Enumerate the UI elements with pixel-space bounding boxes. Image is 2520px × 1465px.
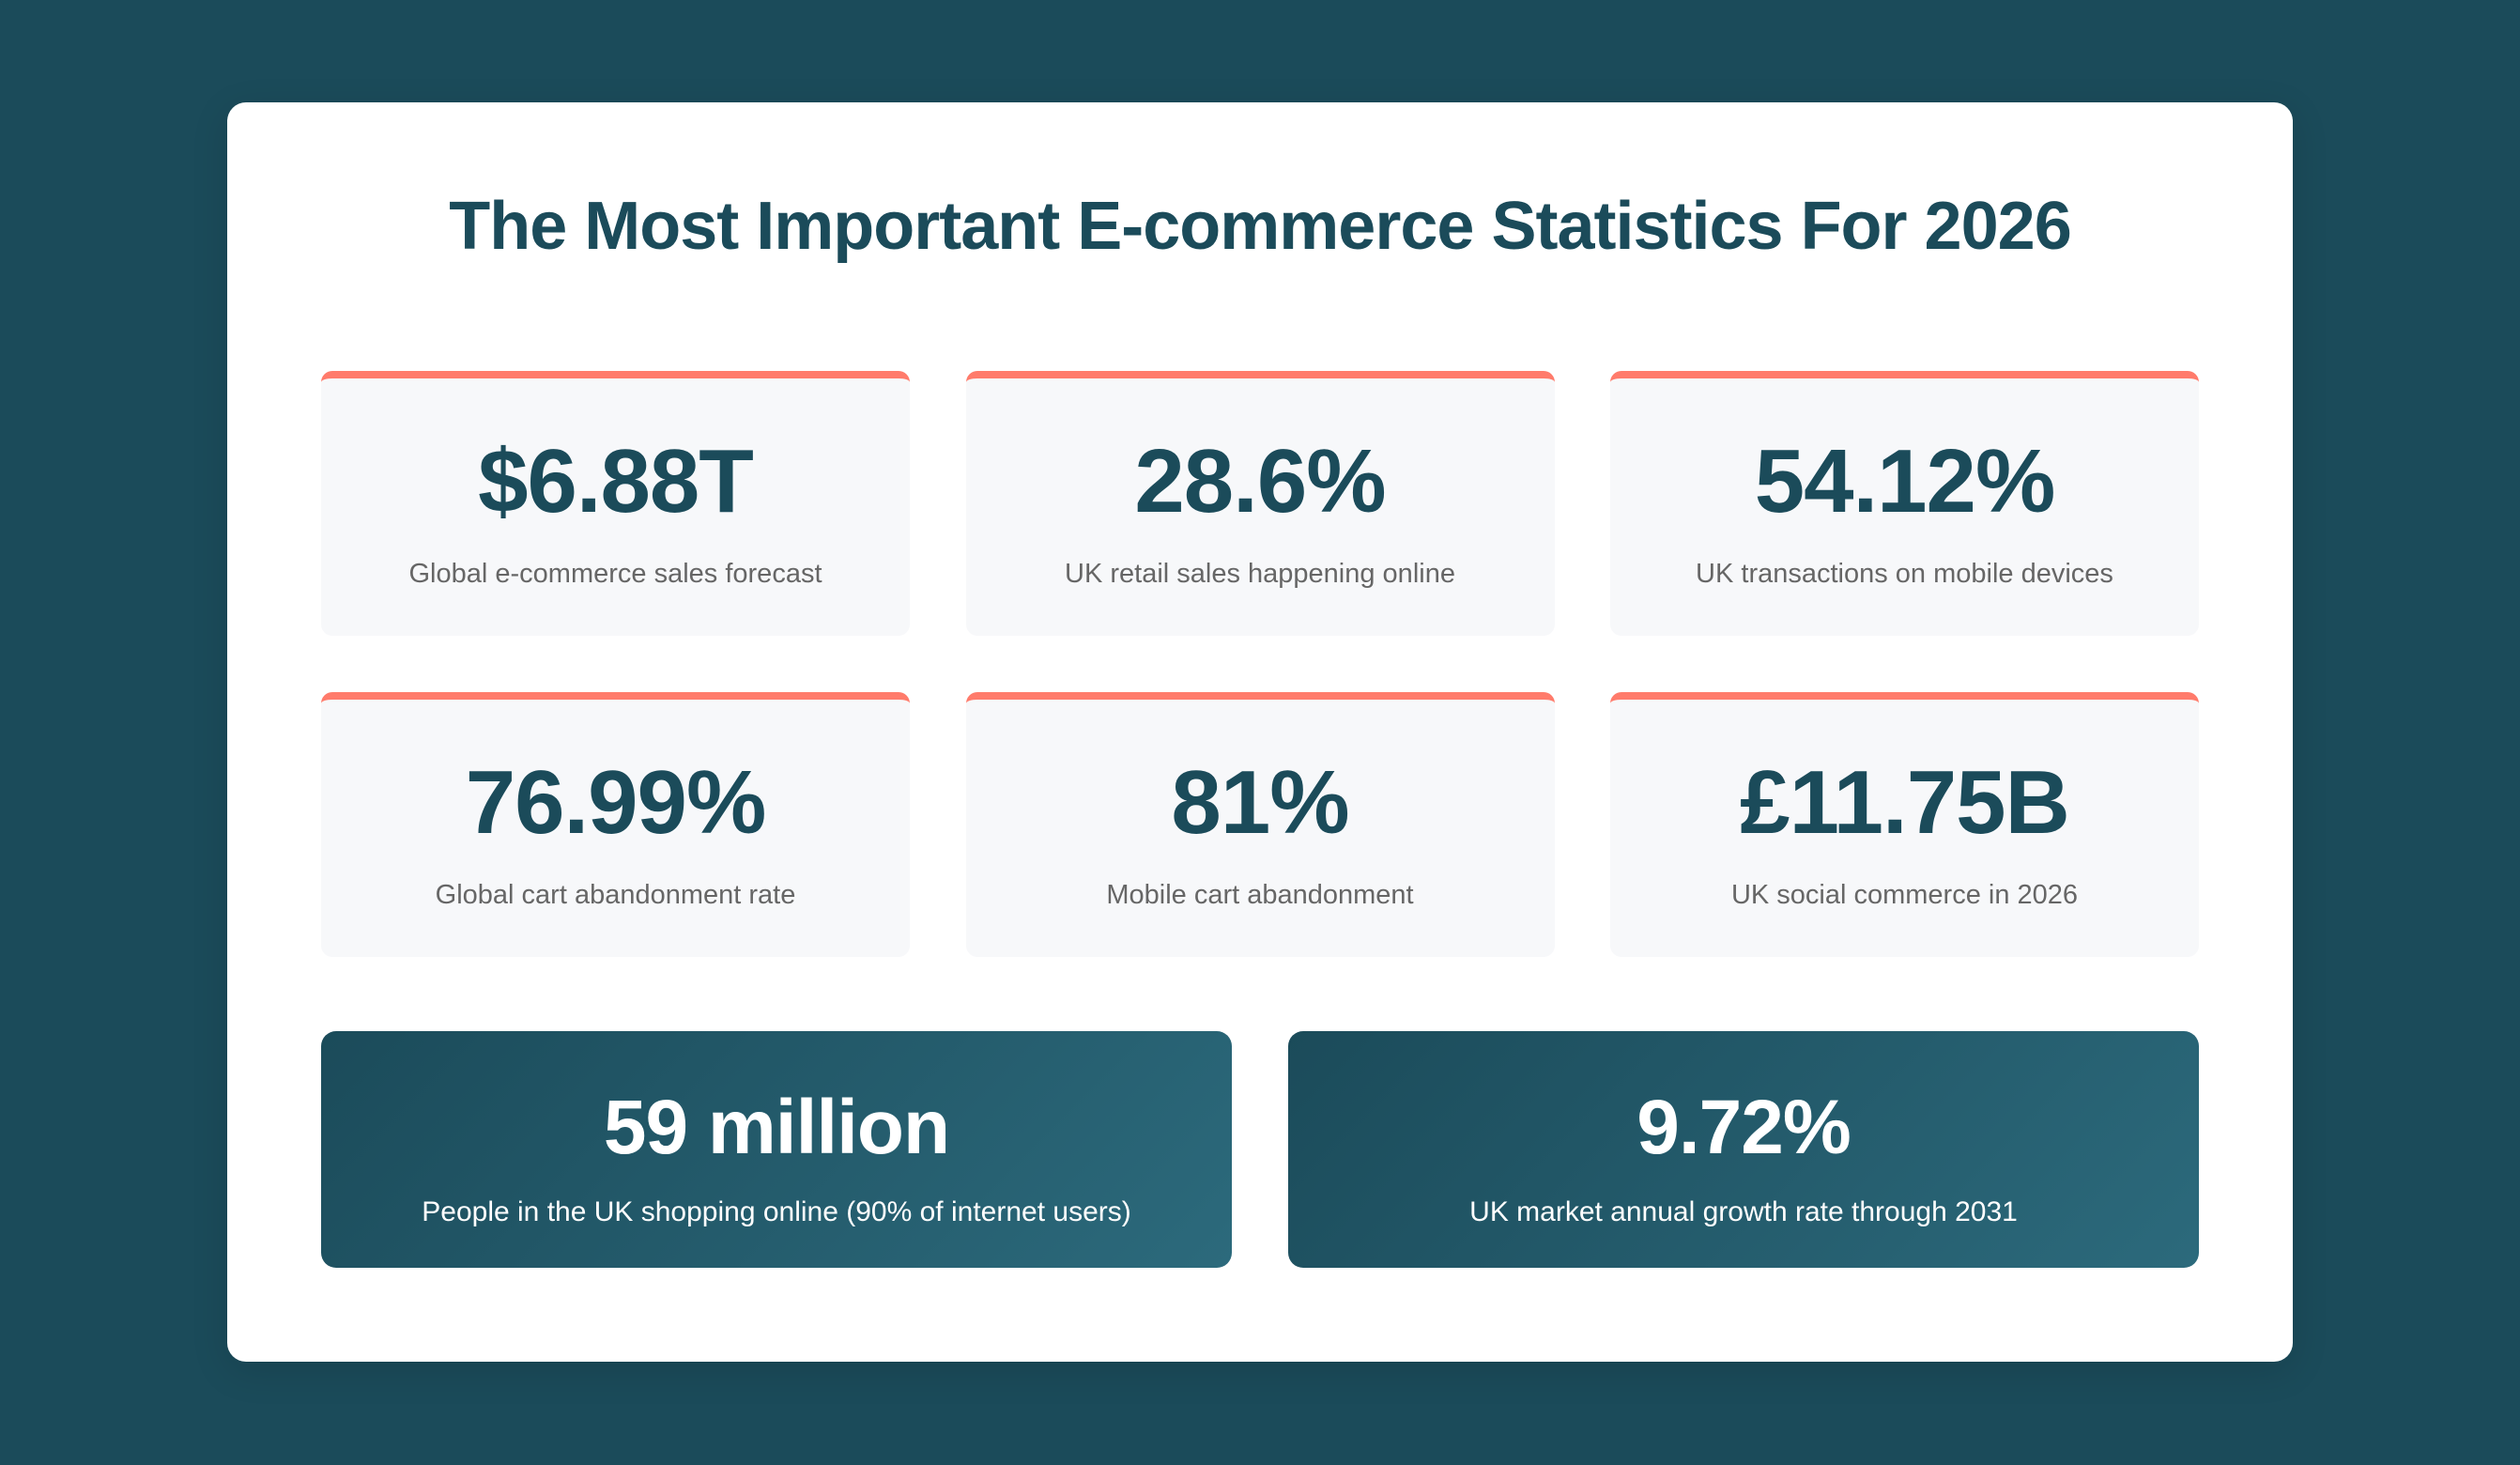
page-title: The Most Important E-commerce Statistics… [449, 189, 2071, 264]
stat-card-global-sales: $6.88T Global e-commerce sales forecast [321, 371, 910, 636]
stat-label: Global cart abandonment rate [435, 880, 796, 910]
stat-value: 54.12% [1754, 431, 2056, 532]
stat-label: UK transactions on mobile devices [1696, 559, 2113, 589]
stat-value: 28.6% [1134, 431, 1386, 532]
stat-value: £11.75B [1740, 752, 2070, 853]
highlight-uk-online-shoppers: 59 million People in the UK shopping onl… [321, 1031, 1232, 1268]
stat-value: 81% [1171, 752, 1349, 853]
stat-card-uk-online-retail: 28.6% UK retail sales happening online [965, 371, 1555, 636]
highlight-label: UK market annual growth rate through 203… [1469, 1196, 2018, 1227]
stat-label: Mobile cart abandonment [1106, 880, 1414, 910]
stat-card-mobile-cart-abandonment: 81% Mobile cart abandonment [965, 692, 1555, 957]
stat-label: UK social commerce in 2026 [1730, 880, 2079, 910]
stats-grid: $6.88T Global e-commerce sales forecast … [321, 371, 2199, 957]
stat-value: $6.88T [478, 431, 754, 532]
stat-card-global-cart-abandonment: 76.99% Global cart abandonment rate [321, 692, 910, 957]
highlight-label: People in the UK shopping online (90% of… [422, 1196, 1131, 1227]
highlight-value: 9.72% [1636, 1085, 1852, 1170]
stat-label: Global e-commerce sales forecast [408, 559, 822, 589]
highlight-banners: 59 million People in the UK shopping onl… [321, 1031, 2199, 1268]
statistics-card: The Most Important E-commerce Statistics… [227, 102, 2293, 1362]
stat-card-uk-mobile-transactions: 54.12% UK transactions on mobile devices [1610, 371, 2199, 636]
stat-value: 76.99% [465, 752, 767, 853]
highlight-uk-growth-rate: 9.72% UK market annual growth rate throu… [1288, 1031, 2199, 1268]
stat-card-uk-social-commerce: £11.75B UK social commerce in 2026 [1610, 692, 2199, 957]
stat-label: UK retail sales happening online [1065, 559, 1455, 589]
highlight-value: 59 million [603, 1085, 950, 1170]
